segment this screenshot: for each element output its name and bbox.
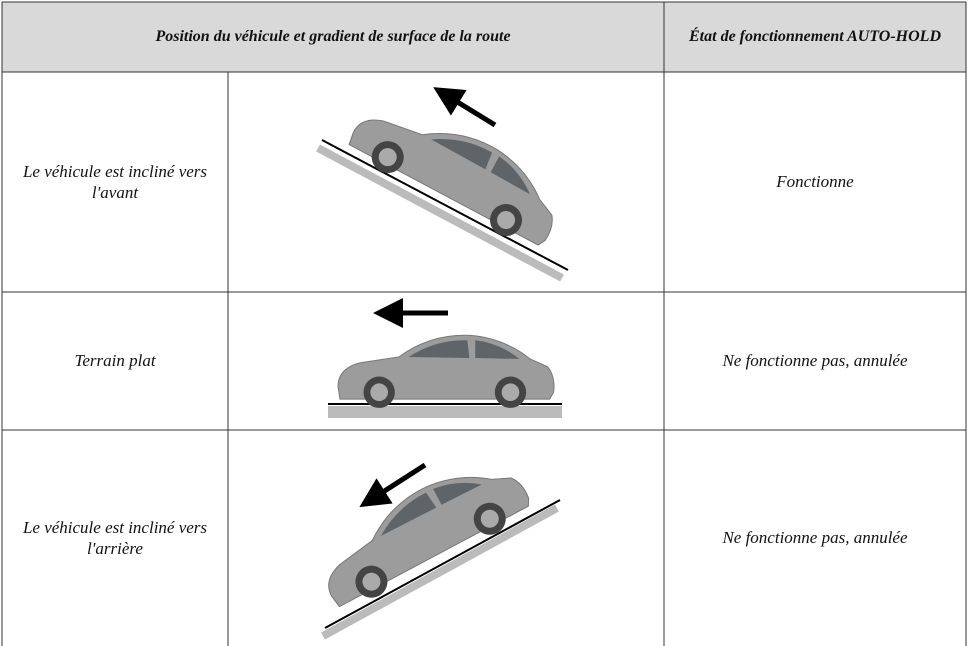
downhill-illustration — [306, 446, 561, 640]
state-cell: Fonctionne — [776, 172, 854, 192]
position-cell: Le véhicule est incliné vers l'avant — [22, 161, 208, 202]
flat-illustration — [328, 298, 562, 418]
state-cell: Ne fonctionne pas, annulée — [722, 528, 908, 548]
state-cell: Ne fonctionne pas, annulée — [722, 351, 908, 371]
uphill-illustration — [316, 85, 574, 282]
header-cell: État de fonctionnement AUTO-HOLD — [689, 28, 941, 45]
position-cell: Terrain plat — [74, 351, 156, 371]
position-cell: Le véhicule est incliné vers l'arrière — [22, 517, 208, 558]
header-bg — [2, 2, 966, 72]
header-cell: Position du véhicule et gradient de surf… — [155, 28, 511, 45]
